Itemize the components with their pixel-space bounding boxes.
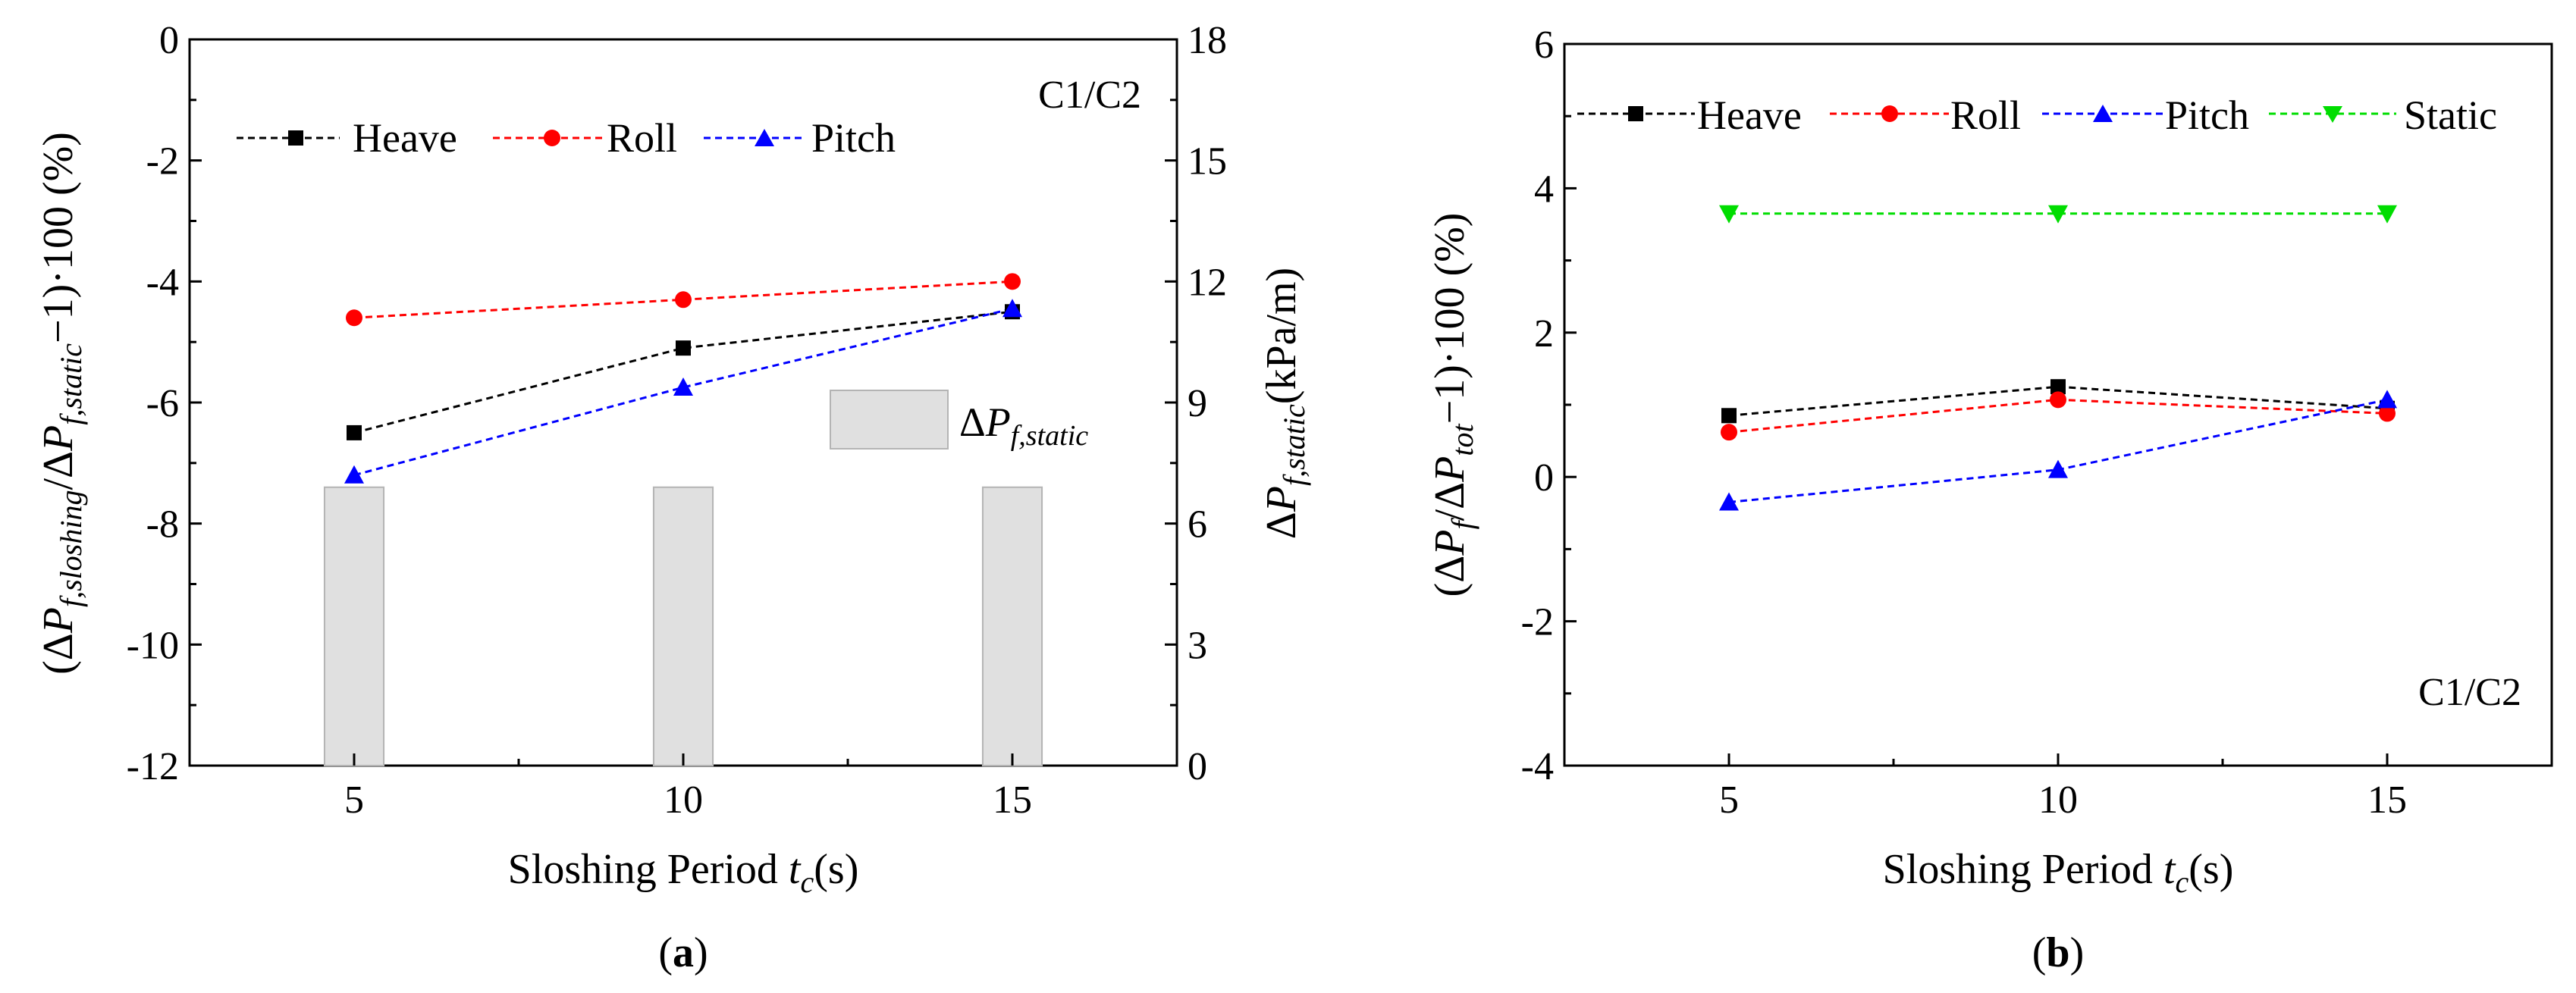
y-tick-label: 4	[1534, 168, 1554, 211]
static-bar	[981, 486, 1043, 766]
x-tick-label: 10	[664, 778, 703, 822]
y2-tick-label: 15	[1188, 140, 1227, 183]
x-tick-label: 10	[2038, 778, 2078, 822]
y2-tick-label: 12	[1188, 261, 1227, 304]
chart-a-legend: Heave Roll Pitch	[237, 115, 896, 161]
legend-b-roll-label: Roll	[1950, 92, 2021, 138]
chart-a-y2label: ΔPf,static(kPa/m)	[1258, 268, 1311, 539]
legend-bar-label: ΔPf,static	[959, 399, 1088, 452]
point-pitch	[673, 377, 693, 396]
y-tick-label: -8	[146, 503, 179, 547]
point-heave	[1721, 408, 1737, 424]
point-static	[2048, 205, 2068, 224]
y-tick-label: 0	[159, 19, 179, 62]
series-line-roll	[353, 280, 1013, 319]
point-pitch	[1719, 492, 1739, 511]
legend-b-roll-marker	[1881, 105, 1898, 122]
chart-b-ylabel: (ΔPf/ΔPtot−1)·100 (%)	[1426, 213, 1479, 597]
y-tick-label: -4	[1521, 745, 1554, 788]
point-static	[2377, 205, 2397, 224]
y2-tick-label: 0	[1188, 745, 1207, 788]
legend-heave-label: Heave	[353, 115, 457, 161]
point-roll	[346, 309, 362, 327]
point-heave	[2050, 379, 2066, 395]
chart-b: 5 10 15 6 4 2 0 -2 -4 C1/C2 Heave Roll Pitch Sta…	[1426, 23, 2553, 976]
y-tick-label: 0	[1534, 456, 1554, 500]
point-pitch	[1002, 299, 1022, 318]
legend-b-heave-label: Heave	[1697, 92, 1802, 138]
legend-b-pitch-marker	[2093, 105, 2113, 122]
legend-roll-label: Roll	[607, 115, 677, 161]
y2-tick-label: 18	[1188, 19, 1227, 62]
chart-b-legend: Heave Roll Pitch Static	[1577, 92, 2497, 138]
panel-label-a: (a)	[658, 929, 708, 976]
chart-a-ylabel: (ΔPf,sloshing/ΔPf,static−1)·100 (%)	[35, 132, 88, 675]
point-heave	[347, 424, 362, 440]
legend-heave-marker	[288, 130, 303, 146]
panel-label-b: (b)	[2032, 929, 2084, 976]
y-tick-label: -6	[146, 382, 179, 425]
point-roll	[2050, 391, 2066, 409]
y-tick-label: 2	[1534, 312, 1554, 356]
chart-a: 5 10 15 0 -2 -4 -6 -8 -10 -12 0 3 6 9 12 15 18 C1/C2 Hea…	[35, 19, 1311, 976]
y-tick-label: 6	[1534, 23, 1554, 67]
point-static	[1719, 205, 1739, 224]
point-roll	[1004, 273, 1021, 290]
y-tick-label: -4	[146, 261, 179, 304]
legend-pitch-label: Pitch	[811, 115, 896, 161]
point-heave	[676, 340, 691, 356]
point-pitch	[2048, 459, 2068, 478]
series-line-heave	[353, 310, 1013, 434]
chart-a-xlabel: Sloshing Period tc(s)	[508, 846, 859, 899]
y2-tick-label: 6	[1188, 503, 1207, 547]
static-bar	[652, 486, 714, 766]
point-roll	[2379, 405, 2396, 422]
point-pitch	[344, 465, 364, 484]
legend-roll-marker	[544, 130, 560, 146]
y2-tick-label: 3	[1188, 624, 1207, 667]
legend-b-static-label: Static	[2404, 92, 2497, 138]
point-roll	[1721, 424, 1737, 441]
chart-b-xlabel: Sloshing Period tc(s)	[1883, 846, 2234, 899]
y2-tick-label: 9	[1188, 382, 1207, 425]
x-tick-label: 15	[993, 778, 1032, 822]
legend-bar-swatch	[830, 390, 949, 450]
legend-pitch-marker	[755, 129, 774, 146]
series-line-pitch	[1728, 398, 2388, 504]
static-bar	[323, 486, 385, 766]
legend-b-static-marker	[2323, 106, 2342, 123]
x-tick-label: 5	[1719, 778, 1739, 822]
point-roll	[675, 291, 692, 309]
chart-a-annotation: C1/C2	[1038, 74, 1141, 117]
point-pitch	[2377, 390, 2397, 409]
legend-b-heave-marker	[1628, 106, 1643, 121]
y-tick-label: -12	[127, 745, 179, 788]
x-tick-label: 5	[344, 778, 364, 822]
x-tick-label: 15	[2367, 778, 2407, 822]
y-tick-label: -2	[146, 140, 179, 183]
y-tick-label: -2	[1521, 601, 1554, 644]
legend-b-pitch-label: Pitch	[2165, 92, 2249, 138]
y-tick-label: -10	[127, 624, 179, 667]
chart-b-annotation: C1/C2	[2418, 671, 2521, 714]
